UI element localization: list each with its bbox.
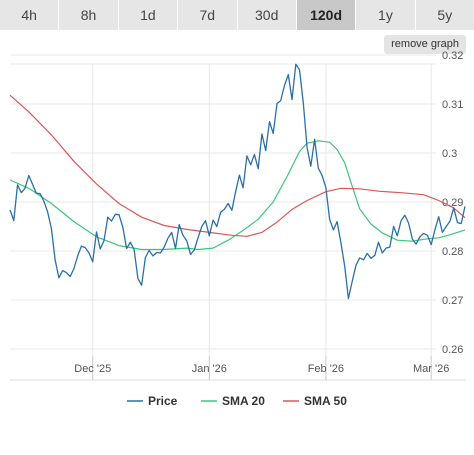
tab-1d[interactable]: 1d	[119, 0, 179, 30]
series-line-sma-20	[9, 140, 466, 251]
legend-label[interactable]: SMA 20	[222, 394, 265, 408]
y-tick-label: 0.32	[442, 50, 463, 62]
y-axis-ticks: 0.26 0.27 0.28 0.29 0.3 0.31 0.32	[442, 50, 463, 356]
x-axis-ticks: Dec '25 Jan '26 Feb '26 Mar '26	[74, 363, 449, 375]
tab-4h[interactable]: 4h	[0, 0, 60, 30]
tab-120d[interactable]: 120d	[296, 0, 357, 30]
timeframe-tabs: 4h 8h 1d 7d 30d 120d 1y 5y	[0, 0, 474, 30]
chart-grid	[10, 54, 466, 381]
remove-graph-button[interactable]: remove graph	[384, 35, 466, 54]
series-line-sma-50	[9, 94, 466, 237]
legend-label[interactable]: SMA 50	[304, 394, 347, 408]
y-tick-label: 0.29	[442, 197, 463, 209]
x-tick-label: Feb '26	[308, 363, 344, 375]
x-tick-label: Dec '25	[74, 363, 111, 375]
chart-legend: Price SMA 20 SMA 50	[127, 394, 347, 408]
x-tick-label: Mar '26	[413, 363, 449, 375]
x-tick-label: Jan '26	[192, 363, 227, 375]
tab-5y[interactable]: 5y	[437, 7, 453, 23]
y-tick-label: 0.31	[442, 99, 463, 111]
tab-7d[interactable]: 7d	[178, 0, 238, 30]
tab-8h[interactable]: 8h	[59, 0, 119, 30]
tab-1y[interactable]: 1y	[356, 0, 416, 30]
y-tick-label: 0.3	[442, 148, 457, 160]
series-line-price	[9, 63, 466, 300]
y-tick-label: 0.26	[442, 344, 463, 356]
y-tick-label: 0.27	[442, 295, 463, 307]
legend-label[interactable]: Price	[148, 394, 178, 408]
chart-series	[9, 63, 466, 300]
y-tick-label: 0.28	[442, 246, 463, 258]
tab-30d[interactable]: 30d	[238, 0, 297, 30]
